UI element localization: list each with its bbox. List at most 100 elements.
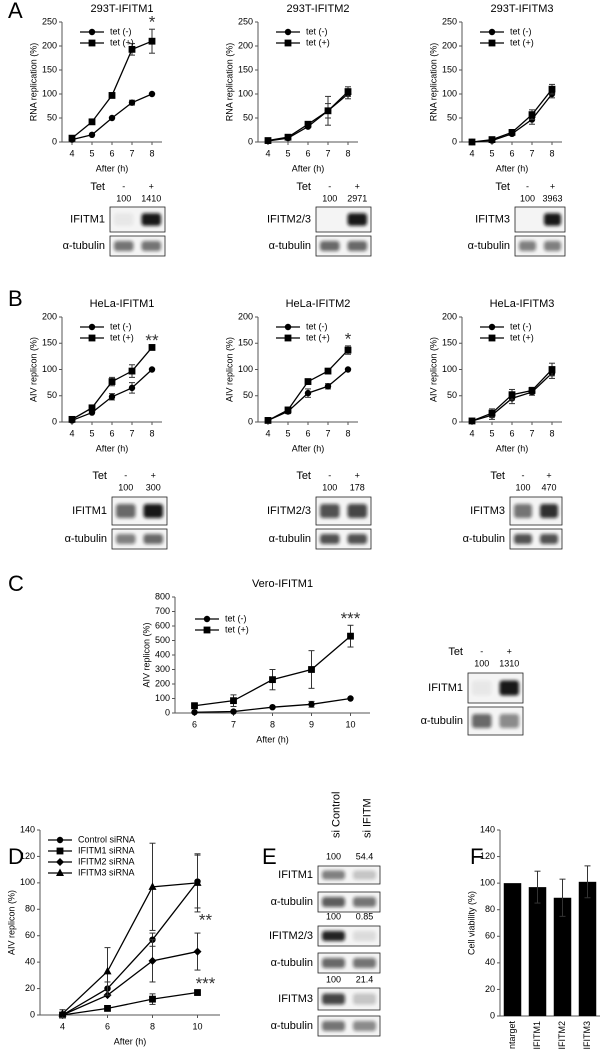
legend-label: IFITM3 siRNA [78,867,135,877]
blot-label: α-tubulin [463,533,505,545]
marker [194,989,201,996]
x-tick-label: 9 [309,719,314,729]
marker [344,366,352,373]
blot-label: IFITM2/3 [269,930,313,942]
marker [264,417,272,424]
marker [304,389,312,397]
blot-label: IFITM1 [278,869,313,881]
y-tick-label: 250 [238,16,253,26]
marker [193,878,202,886]
marker [308,701,315,708]
blot-treatment: Tet [296,470,311,482]
marker [148,344,156,351]
legend-label: tet (+) [306,37,330,47]
blot-band [347,241,367,251]
quant-label: 100 [118,482,133,492]
x-tick-label: 5 [89,148,94,158]
lane-label: + [550,181,555,191]
x-axis-label: After (h) [114,1036,147,1046]
y-tick-label: 40 [485,957,495,967]
y-tick-label: 200 [42,40,57,50]
legend-marker [88,39,96,47]
marker [108,114,116,122]
blot-band [499,680,519,696]
marker [149,995,156,1003]
y-tick-label: 200 [238,40,253,50]
blot-band [347,504,367,518]
x-tick-label: 6 [109,428,114,438]
legend-marker [56,858,64,866]
legend-label: tet (+) [225,624,249,634]
legend-marker [203,615,211,623]
legend-label: tet (-) [510,26,532,36]
y-tick-label: 120 [20,851,35,861]
quant-label: 100 [515,482,530,492]
quant-label: 100 [520,193,535,203]
quant-label: 100 [322,482,337,492]
y-tick-label: 150 [42,64,57,74]
marker [68,415,76,423]
y-tick-label: 120 [480,851,495,861]
marker [108,393,116,400]
legend-marker [88,28,96,36]
quant-label: 100 [474,658,489,668]
y-tick-label: 50 [447,112,457,122]
x-tick-label: 8 [149,428,154,438]
y-tick-label: 200 [238,311,253,321]
y-tick-label: 700 [155,606,170,616]
lane-label: + [355,181,360,191]
panel-letter: F [470,844,483,869]
legend-label: tet (-) [110,26,132,36]
marker [548,85,556,93]
quant-label: 3963 [542,193,562,203]
legend-marker [284,28,292,36]
chart-title: 293T-IFITM3 [491,3,554,15]
blot-band [519,241,536,251]
legend-marker [203,626,211,634]
x-tick-label: 7 [231,719,236,729]
blot-label: α-tubulin [269,533,311,545]
y-tick-label: 100 [442,364,457,374]
blot-label: α-tubulin [65,533,107,545]
marker [88,131,96,138]
blot-band [322,931,345,941]
legend-label: tet (+) [306,332,330,342]
x-tick-label: 6 [105,1021,110,1031]
blot-band [116,534,136,544]
y-tick-label: 60 [25,930,35,940]
blot-label: α-tubulin [468,240,510,252]
legend-label: IFITM1 siRNA [78,845,135,855]
x-axis-label: After (h) [496,163,529,173]
marker [191,702,198,710]
legend-label: tet (-) [510,321,532,331]
legend-marker [284,334,292,342]
y-tick-label: 150 [442,64,457,74]
y-tick-label: 140 [480,824,495,834]
y-tick-label: 150 [238,338,253,348]
marker [347,632,354,640]
x-axis-label: After (h) [496,443,529,453]
marker [128,99,136,106]
y-axis-label: RNA replication (%) [28,43,38,122]
x-tick-label: 4 [469,428,474,438]
panel-letter: E [262,844,277,869]
blot-treatment: Tet [495,181,510,193]
marker [528,387,536,394]
panel-letter: B [8,286,23,311]
legend-marker [88,323,96,331]
y-tick-label: 50 [447,390,457,400]
y-tick-label: 100 [20,877,35,887]
marker [508,391,516,399]
x-tick-label: 8 [345,148,350,158]
series-line [267,93,349,142]
y-tick-label: 40 [25,957,35,967]
marker [104,1004,111,1012]
x-tick-label: 7 [325,428,330,438]
y-tick-label: 50 [243,390,253,400]
chart-title: HeLa-IFITM3 [490,298,555,310]
blot-treatment: Tet [490,470,505,482]
quant-label: 470 [541,482,556,492]
marker [468,417,476,425]
y-tick-label: 100 [480,878,495,888]
lane-label: - [122,181,125,191]
